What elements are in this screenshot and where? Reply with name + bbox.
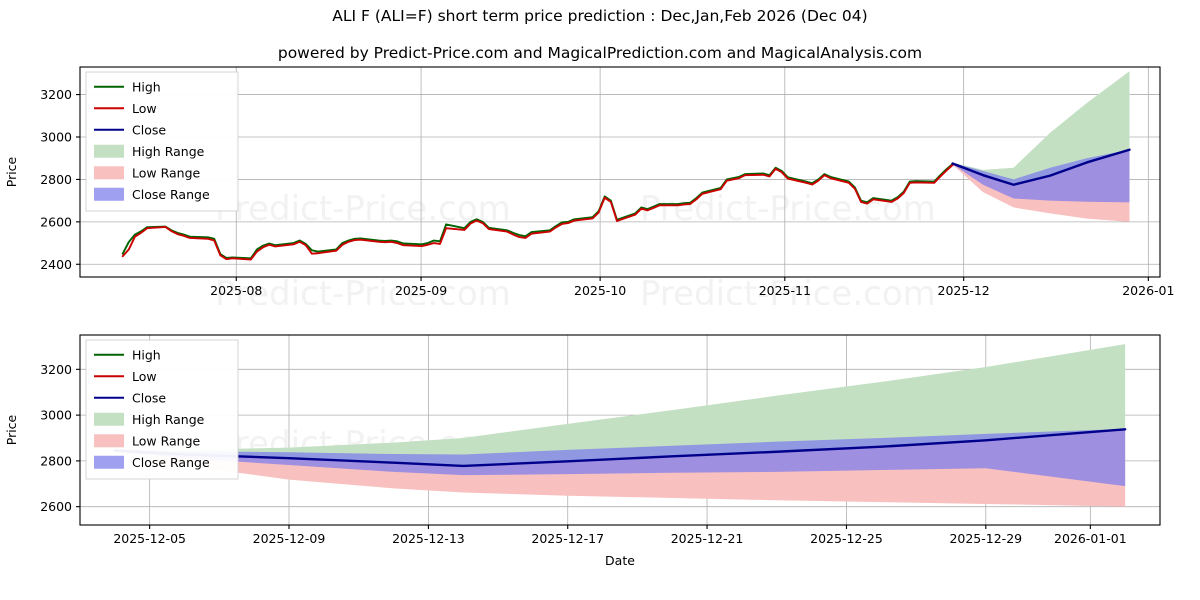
legend-label: Low	[132, 101, 157, 116]
y-axis-label: Price	[4, 414, 19, 445]
legend-label: High	[132, 347, 161, 362]
svg-text:Predict-Price.com: Predict-Price.com	[640, 274, 936, 305]
legend-item-line[interactable]: High	[94, 79, 161, 94]
svg-text:3000: 3000	[40, 130, 72, 145]
legend-label: Close	[132, 390, 166, 405]
svg-text:2025-10: 2025-10	[574, 283, 626, 298]
svg-text:2026-01: 2026-01	[1122, 283, 1174, 298]
svg-text:2025-11: 2025-11	[759, 283, 811, 298]
legend-label: High Range	[132, 144, 205, 159]
svg-text:2025-12-05: 2025-12-05	[113, 531, 186, 546]
svg-text:2025-12-13: 2025-12-13	[392, 531, 465, 546]
legend-item-line[interactable]: Close	[94, 122, 166, 137]
close-line	[951, 148, 1131, 186]
svg-text:2025-12-25: 2025-12-25	[810, 531, 883, 546]
legend-item-band[interactable]: High Range	[94, 412, 205, 427]
high-line	[121, 163, 954, 260]
svg-text:2800: 2800	[40, 453, 72, 468]
svg-text:2025-12-09: 2025-12-09	[253, 531, 326, 546]
low-line	[121, 164, 954, 261]
svg-text:2600: 2600	[40, 214, 72, 229]
svg-text:2025-12-21: 2025-12-21	[671, 531, 744, 546]
svg-text:2025-12-29: 2025-12-29	[949, 531, 1022, 546]
svg-text:Predict-Price.com: Predict-Price.com	[215, 189, 511, 229]
chart-legend[interactable]: High Low Close High Range Low Range Close Ran…	[85, 71, 239, 212]
high-range-band	[114, 344, 1126, 466]
svg-text:Predict-Price.com: Predict-Price.com	[215, 274, 511, 305]
svg-text:2026-01-01: 2026-01-01	[1054, 531, 1127, 546]
legend-item-line[interactable]: Low	[94, 101, 157, 116]
detail-chart: Predict-Price.comPredict-Price.com260028…	[4, 334, 1161, 568]
legend-label: Close Range	[132, 187, 210, 202]
watermark: Predict-Price.com Predict-Price.com Predic…	[215, 189, 936, 305]
svg-text:3000: 3000	[40, 408, 72, 423]
legend-item-band[interactable]: Close Range	[94, 455, 210, 470]
legend-item-line[interactable]: High	[94, 347, 161, 362]
legend-item-band[interactable]: High Range	[94, 144, 205, 159]
legend-label: Close	[132, 122, 166, 137]
svg-text:3200: 3200	[40, 362, 72, 377]
overview-chart: Predict-Price.com Predict-Price.com Predic…	[4, 66, 1174, 305]
y-axis-ticks: 2600 2800 3000 3200	[40, 362, 80, 514]
close-range-band	[114, 428, 1126, 487]
legend-item-band[interactable]: Low Range	[94, 165, 201, 180]
y-axis-ticks: 2400 2600 2800 3000 3200	[40, 87, 80, 272]
legend-label: Low Range	[132, 433, 201, 448]
high-range-band	[952, 71, 1130, 185]
legend-label: High Range	[132, 412, 205, 427]
legend-label: Close Range	[132, 455, 210, 470]
plot-frame	[79, 334, 1161, 526]
legend-item-line[interactable]: Low	[94, 369, 157, 384]
svg-text:2025-12-17: 2025-12-17	[531, 531, 604, 546]
y-axis-label: Price	[4, 156, 19, 187]
svg-text:2025-09: 2025-09	[395, 283, 447, 298]
x-axis-label: Date	[605, 553, 635, 568]
legend-item-line[interactable]: Close	[94, 390, 166, 405]
chart-legend[interactable]: High Low Close High Range Low Range Close Ran…	[85, 339, 239, 480]
legend-label: High	[132, 79, 161, 94]
x-axis-ticks: 2025-12-05 2025-12-09 2025-12-13 2025-12-17…	[113, 525, 1127, 546]
svg-text:Predict-Price.com: Predict-Price.com	[640, 189, 936, 229]
legend-item-band[interactable]: Low Range	[94, 433, 201, 448]
page-subtitle: powered by Predict-Price.com and Magical…	[277, 44, 923, 62]
svg-text:2025-12: 2025-12	[938, 283, 990, 298]
svg-text:2025-08: 2025-08	[210, 283, 262, 298]
legend-item-band[interactable]: Close Range	[94, 187, 210, 202]
legend-label: Low	[132, 369, 157, 384]
plot-frame	[79, 66, 1161, 278]
page-title: ALI F (ALI=F) short term price predictio…	[332, 7, 868, 25]
svg-text:2400: 2400	[40, 257, 72, 272]
legend-label: Low Range	[132, 165, 201, 180]
svg-text:2800: 2800	[40, 172, 72, 187]
svg-text:2600: 2600	[40, 499, 72, 514]
x-axis-ticks: 2025-08 2025-09 2025-10 2025-11 2025-12 2026-…	[210, 277, 1174, 298]
close-line	[113, 428, 1127, 468]
svg-text:3200: 3200	[40, 87, 72, 102]
